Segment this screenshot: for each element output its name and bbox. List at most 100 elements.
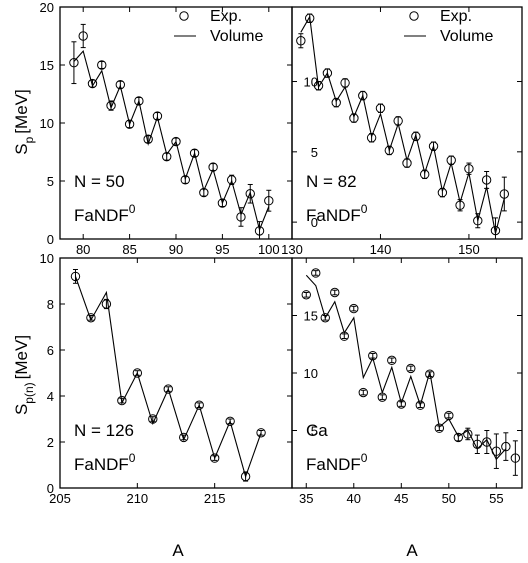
legend-exp-marker bbox=[179, 11, 189, 21]
exp-point bbox=[132, 368, 143, 378]
volume-line bbox=[74, 276, 262, 479]
x-tick-label: 45 bbox=[394, 491, 408, 506]
y-tick-label: 0 bbox=[47, 232, 54, 247]
exp-point bbox=[366, 133, 377, 143]
exp-point bbox=[171, 136, 181, 147]
y-tick-label: 6 bbox=[47, 343, 54, 358]
y-tick-label: 4 bbox=[47, 389, 54, 404]
exp-point bbox=[331, 97, 341, 108]
x-tick-label: 40 bbox=[347, 491, 361, 506]
y-tick-label: 5 bbox=[311, 145, 318, 160]
exp-point bbox=[124, 119, 135, 129]
exp-point bbox=[415, 400, 426, 410]
x-tick-label: 50 bbox=[442, 491, 456, 506]
exp-point bbox=[134, 96, 144, 106]
exp-point bbox=[320, 313, 330, 323]
exp-point bbox=[256, 428, 266, 438]
x-tick-label: 130 bbox=[281, 242, 303, 257]
exp-point bbox=[163, 384, 173, 394]
functional-superscript: 0 bbox=[361, 451, 368, 465]
volume-line bbox=[73, 49, 270, 232]
exp-point bbox=[78, 31, 88, 41]
y-tick-label: 2 bbox=[47, 435, 54, 450]
exp-point bbox=[375, 103, 386, 113]
exp-point bbox=[358, 387, 368, 398]
data-layer bbox=[296, 13, 510, 239]
y-tick-label: 8 bbox=[47, 297, 54, 312]
legend-volume-label: Volume bbox=[440, 28, 493, 45]
exp-point bbox=[70, 271, 81, 282]
data-layer bbox=[70, 269, 266, 482]
y-tick-label: 5 bbox=[311, 424, 318, 439]
exp-point bbox=[322, 68, 333, 78]
exp-point bbox=[419, 169, 430, 180]
x-tick-label: 95 bbox=[215, 242, 229, 257]
x-tick-label: 35 bbox=[299, 491, 313, 506]
data-layer bbox=[69, 23, 274, 239]
legend-exp-label: Exp. bbox=[440, 8, 472, 25]
exp-point bbox=[97, 60, 107, 70]
x-tick-label: 205 bbox=[49, 491, 71, 506]
exp-point bbox=[245, 189, 255, 199]
y-tick-label: 5 bbox=[47, 174, 54, 189]
y-tick-label: 0 bbox=[311, 215, 318, 230]
exp-point bbox=[304, 13, 315, 23]
exp-point bbox=[501, 441, 511, 452]
exp-point bbox=[358, 90, 368, 101]
x-axis-title-left: A bbox=[172, 541, 184, 560]
y-tick-label: 10 bbox=[40, 116, 54, 131]
functional-superscript: 0 bbox=[129, 202, 136, 216]
exp-point bbox=[425, 369, 435, 379]
legend-exp-label: Exp. bbox=[210, 8, 242, 25]
panel-label-functional: FaNDF0 bbox=[74, 202, 136, 225]
exp-point bbox=[209, 453, 220, 463]
exp-point bbox=[311, 268, 321, 278]
functional-superscript: 0 bbox=[129, 451, 136, 465]
panel-label-functional: FaNDF0 bbox=[306, 451, 368, 474]
exp-point bbox=[481, 175, 492, 185]
x-tick-label: 80 bbox=[76, 242, 90, 257]
exp-point bbox=[473, 216, 483, 226]
exp-point bbox=[106, 100, 116, 111]
volume-line bbox=[300, 15, 505, 234]
exp-point bbox=[301, 290, 311, 300]
legend-volume-label: Volume bbox=[210, 28, 263, 45]
exp-point bbox=[194, 400, 204, 410]
y-tick-label: 15 bbox=[304, 309, 318, 324]
panel-label-functional: FaNDF0 bbox=[74, 451, 136, 474]
functional-name: FaNDF bbox=[306, 206, 361, 225]
data-layer bbox=[301, 268, 521, 476]
exp-point bbox=[225, 416, 235, 426]
y-axis-title-top: Sp[MeV] bbox=[12, 89, 36, 154]
exp-point bbox=[396, 399, 406, 409]
y-tick-label: 10 bbox=[304, 366, 318, 381]
exp-point bbox=[349, 113, 359, 123]
x-tick-label: 150 bbox=[458, 242, 480, 257]
exp-point bbox=[86, 313, 96, 323]
exp-point bbox=[69, 57, 79, 68]
plot-frame bbox=[59, 257, 293, 489]
panel-label-nucleus: N = 82 bbox=[306, 172, 357, 191]
exp-point bbox=[189, 148, 200, 158]
exp-point bbox=[384, 145, 395, 156]
exp-point bbox=[101, 299, 112, 309]
exp-point bbox=[254, 226, 265, 236]
exp-point bbox=[217, 198, 228, 208]
x-tick-label: 140 bbox=[370, 242, 392, 257]
y-tick-label: 10 bbox=[40, 251, 54, 266]
exp-point bbox=[180, 175, 190, 185]
exp-point bbox=[428, 141, 439, 151]
exp-point bbox=[453, 432, 464, 443]
exp-point bbox=[330, 287, 340, 298]
x-tick-label: 85 bbox=[122, 242, 136, 257]
y-tick-label: 0 bbox=[47, 481, 54, 496]
exp-point bbox=[117, 395, 127, 406]
y-tick-label: 15 bbox=[40, 58, 54, 73]
exp-point bbox=[482, 437, 492, 447]
